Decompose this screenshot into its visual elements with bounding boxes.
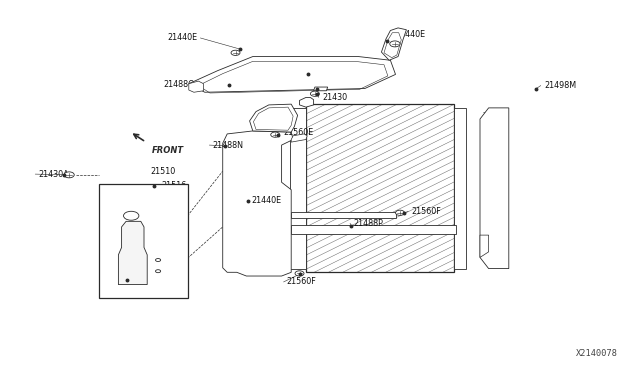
Polygon shape [291,134,307,142]
Text: FRONT: FRONT [152,146,184,155]
Polygon shape [306,104,454,272]
Text: 21560F: 21560F [412,207,441,216]
Polygon shape [454,108,466,269]
Circle shape [295,271,304,276]
Polygon shape [290,108,306,269]
Text: 21510: 21510 [150,167,175,176]
Polygon shape [189,57,396,92]
Text: 21515: 21515 [123,280,148,289]
Bar [99,184,188,298]
Text: 21560E: 21560E [322,66,352,75]
Text: X2140078: X2140078 [575,349,618,358]
Text: 21430A: 21430A [38,170,69,179]
Text: 21498M: 21498M [544,81,576,90]
Circle shape [156,259,161,262]
Text: 21516: 21516 [161,181,186,190]
Polygon shape [223,131,293,276]
Text: 21440E: 21440E [167,33,197,42]
Polygon shape [300,97,314,107]
Polygon shape [291,225,456,234]
Circle shape [156,270,161,273]
Polygon shape [291,212,396,218]
Text: 21560F: 21560F [287,278,316,286]
Polygon shape [189,81,204,92]
Text: 21430: 21430 [322,93,347,102]
Text: 21599N: 21599N [322,80,353,89]
Text: 21488Q: 21488Q [164,80,195,89]
Circle shape [64,172,74,178]
Polygon shape [118,221,147,285]
Circle shape [396,210,404,215]
Circle shape [231,50,240,55]
Circle shape [310,91,319,96]
Text: 21440E: 21440E [251,196,281,205]
Text: 21440E: 21440E [396,30,426,39]
Text: 21488N: 21488N [212,141,243,150]
Text: 21560E: 21560E [283,128,313,137]
Polygon shape [250,104,298,132]
Polygon shape [480,108,509,269]
Circle shape [390,41,400,47]
Polygon shape [480,235,489,257]
Circle shape [271,132,280,137]
Circle shape [124,211,139,220]
Polygon shape [314,87,328,91]
Polygon shape [381,28,406,60]
Text: 21488P: 21488P [353,219,383,228]
